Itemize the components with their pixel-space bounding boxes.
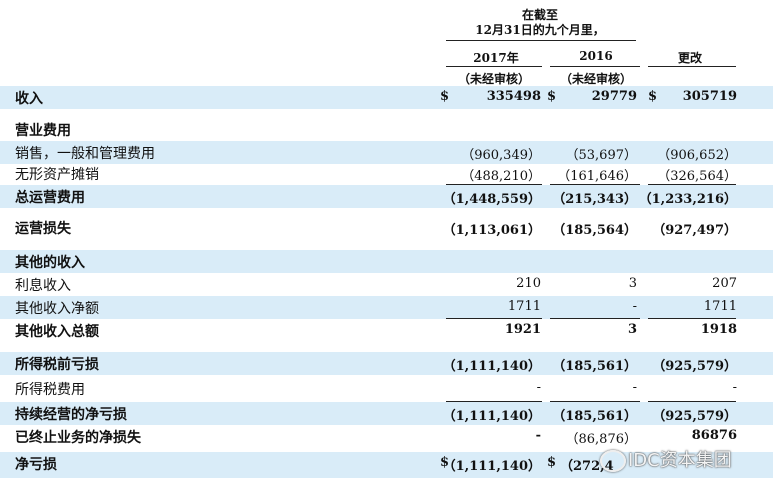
cell-change: 207	[712, 276, 737, 291]
cell-change: 305719	[682, 89, 737, 104]
subtotal-rule	[648, 184, 736, 185]
currency-symbol: $	[440, 89, 450, 104]
cell-change: （1,233,216）	[638, 192, 737, 207]
cell-2017: （1,111,140）	[442, 459, 541, 474]
cell-change: （925,579）	[652, 409, 737, 424]
subtotal-rule	[446, 184, 542, 185]
cell-2017: （488,210）	[461, 169, 541, 184]
row-label: 无形资产摊销	[15, 167, 99, 183]
currency-symbol: $	[547, 455, 557, 470]
cell-2017: -	[535, 428, 541, 443]
header-rule-col1	[446, 66, 542, 67]
subtotal-rule	[648, 318, 736, 319]
header-rule-col2	[550, 66, 640, 67]
subtotal-rule	[550, 184, 640, 185]
table-row-section: 其他的收入	[0, 250, 773, 273]
table-row-total: 持续经营的净亏损 （1,111,140） （185,561） （925,579）	[0, 402, 773, 425]
wechat-logo-icon	[600, 450, 626, 472]
row-label: 其他收入净额	[15, 301, 99, 317]
cell-2017: 210	[516, 276, 541, 291]
table-row-total: 其他收入总额 1921 3 1918	[0, 319, 773, 342]
currency-symbol: $	[547, 89, 557, 104]
cell-2017: （960,349）	[461, 148, 541, 163]
row-label: 所得税费用	[15, 382, 85, 398]
cell-change: 1711	[703, 299, 737, 314]
cell-2016: 3	[628, 276, 637, 291]
cell-change: 1918	[700, 322, 737, 337]
cell-2016: 3	[627, 322, 637, 337]
row-label: 其他的收入	[15, 255, 85, 271]
table-row-section: 营业费用	[0, 118, 773, 141]
currency-symbol: $	[440, 455, 450, 470]
cell-2016: 29779	[591, 89, 637, 104]
table-row: 已终止业务的净损失 - （86,876） 86876	[0, 425, 773, 448]
table-row: 销售，一般和管理费用 （960,349） （53,697） （906,652）	[0, 141, 773, 164]
table-row-total: 所得税前亏损 （1,111,140） （185,561） （925,579）	[0, 352, 773, 375]
header-col2-note: （未经审核）	[559, 72, 632, 86]
subtotal-rule	[550, 318, 640, 319]
cell-2017: （1,113,061）	[442, 223, 541, 238]
row-label: 所得税前亏损	[15, 357, 99, 373]
cell-change: 86876	[691, 428, 737, 443]
cell-2016: （185,564）	[552, 223, 637, 238]
header-col2-year: 2016	[579, 49, 613, 63]
header-col3-title: 更改	[677, 51, 702, 65]
row-label: 销售，一般和管理费用	[15, 146, 155, 162]
cell-2016: -	[632, 380, 637, 395]
row-label: 净亏损	[15, 457, 57, 473]
cell-change: （326,564）	[657, 169, 737, 184]
cell-2017: 1711	[507, 299, 541, 314]
table-row-revenue: 收入 $ 335498 $ 29779 $ 305719	[0, 86, 773, 109]
header-rule-top	[446, 40, 636, 41]
row-label: 持续经营的净亏损	[15, 407, 127, 423]
cell-2017: -	[536, 380, 541, 395]
header-period-line2: 12月31日的九个月里，	[475, 23, 605, 37]
cell-2016: （53,697）	[565, 148, 638, 163]
subtotal-rule	[446, 318, 542, 319]
row-label: 利息收入	[15, 278, 71, 294]
header-period-line1: 在截至	[521, 8, 558, 22]
subtotal-rule	[550, 401, 640, 402]
cell-change: -	[732, 380, 737, 395]
table-row-total: 总运营费用 （1,448,559） （215,343） （1,233,216）	[0, 185, 773, 208]
table-row: 所得税费用 - - -	[0, 377, 773, 400]
cell-2016: -	[632, 299, 637, 314]
table-row: 无形资产摊销 （488,210） （161,646） （326,564）	[0, 162, 773, 185]
row-label: 收入	[15, 91, 43, 107]
table-row: 利息收入 210 3 207	[0, 273, 773, 296]
currency-symbol: $	[648, 89, 658, 104]
cell-change: （925,579）	[652, 359, 737, 374]
watermark-text: IDC资本集团	[628, 450, 732, 471]
row-label: 已终止业务的净损失	[15, 430, 141, 446]
subtotal-rule	[446, 401, 542, 402]
cell-2017: （1,111,140）	[442, 409, 541, 424]
cell-2017: 335498	[486, 89, 541, 104]
header-col1-year: 2017年	[473, 51, 519, 65]
cell-2016: （185,561）	[552, 359, 637, 374]
row-label: 其他收入总额	[15, 324, 99, 340]
table-row: 其他收入净额 1711 - 1711	[0, 296, 773, 319]
table-row-total: 运营损失 （1,113,061） （185,564） （927,497）	[0, 216, 773, 239]
cell-2017: 1921	[504, 322, 541, 337]
cell-2016: （161,646）	[557, 169, 637, 184]
header-rule-col3	[648, 66, 736, 67]
cell-change: （927,497）	[652, 223, 737, 238]
row-label: 总运营费用	[15, 190, 85, 206]
cell-2017: （1,448,559）	[442, 192, 541, 207]
cell-2016: （185,561）	[552, 409, 637, 424]
subtotal-rule	[648, 401, 736, 402]
cell-change: （906,652）	[657, 148, 737, 163]
cell-2016: （215,343）	[552, 192, 637, 207]
cell-2016: （86,876）	[565, 432, 638, 447]
row-label: 营业费用	[15, 123, 71, 139]
cell-2017: （1,111,140）	[442, 359, 541, 374]
header-col1-note: （未经审核）	[457, 72, 530, 86]
row-label: 运营损失	[15, 221, 71, 237]
